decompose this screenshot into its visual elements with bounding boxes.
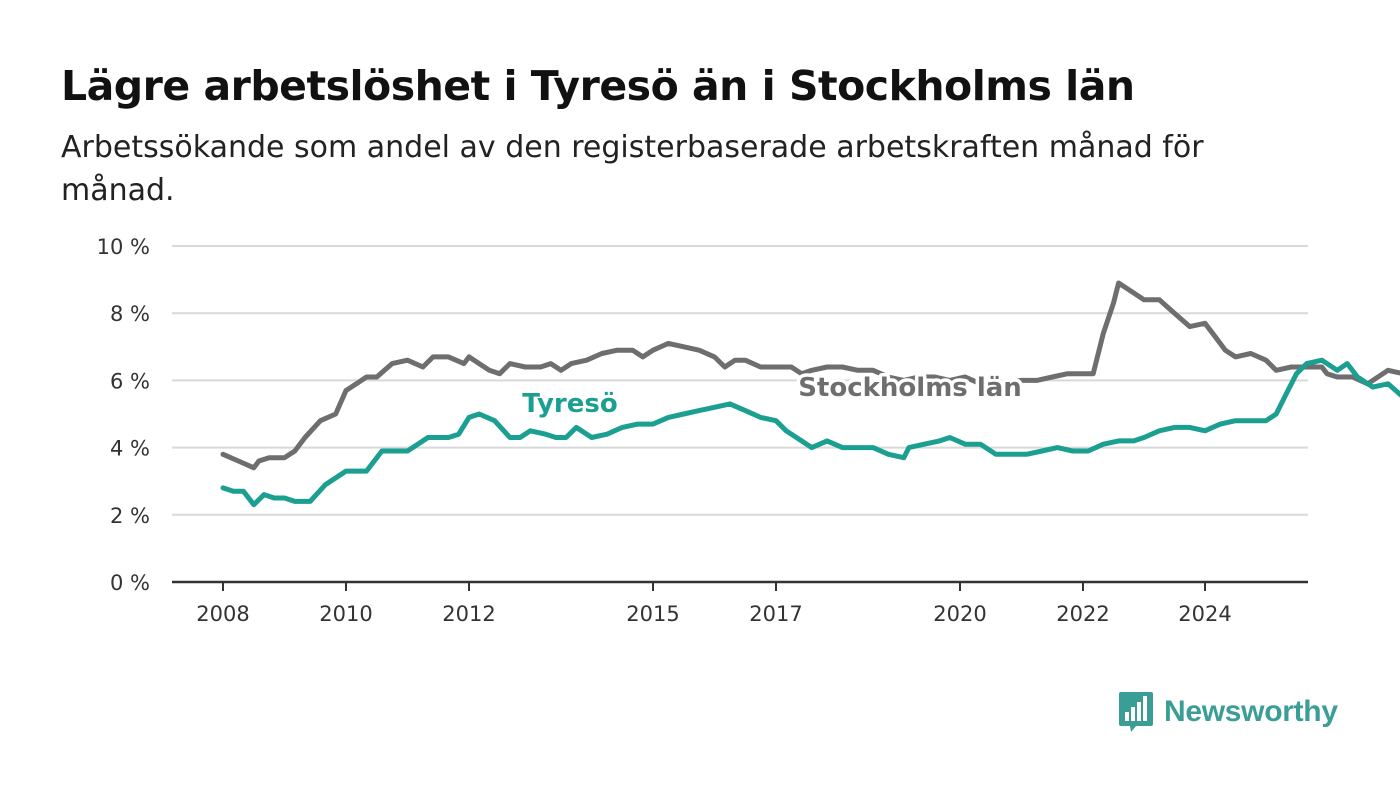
- x-tick-label: 2020: [933, 602, 986, 626]
- y-tick-label: 2 %: [110, 504, 150, 528]
- newsworthy-logo: Newsworthy: [1118, 690, 1338, 734]
- x-tick-label: 2010: [319, 602, 372, 626]
- series-line-stockholms-lan: [220, 280, 1400, 471]
- series-lines: [220, 280, 1400, 508]
- bar-chart-icon: [1119, 692, 1153, 732]
- x-tick-label: 2022: [1056, 602, 1109, 626]
- x-tick-label: 2008: [196, 602, 249, 626]
- series-labels: 6,9 %Stockholms län5,5 %Tyresö: [519, 370, 1026, 423]
- x-tick-label: 2012: [442, 602, 495, 626]
- series-name-label: Stockholms län: [798, 373, 1022, 403]
- x-axis: 2008 2010 2012 2015 2017 2020 2022 2024: [172, 580, 1308, 626]
- y-axis-ticks: 0 % 2 % 4 % 6 % 8 % 10 %: [97, 235, 150, 595]
- y-tick-label: 0 %: [110, 571, 150, 595]
- y-tick-label: 10 %: [97, 235, 150, 259]
- y-tick-label: 4 %: [110, 437, 150, 461]
- series-name-label: Tyresö: [522, 389, 617, 419]
- y-tick-label: 6 %: [110, 369, 150, 393]
- series-line-tyreso: [220, 357, 1400, 508]
- x-tick-label: 2024: [1178, 602, 1231, 626]
- x-tick-label: 2015: [626, 602, 679, 626]
- chart-subtitle: Arbetssökande som andel av den registerb…: [61, 130, 1204, 208]
- x-tick-label: 2017: [749, 602, 802, 626]
- chart-title: Lägre arbetslöshet i Tyresö än i Stockho…: [61, 62, 1135, 110]
- logo-text: Newsworthy: [1164, 695, 1338, 728]
- y-tick-label: 8 %: [110, 302, 150, 326]
